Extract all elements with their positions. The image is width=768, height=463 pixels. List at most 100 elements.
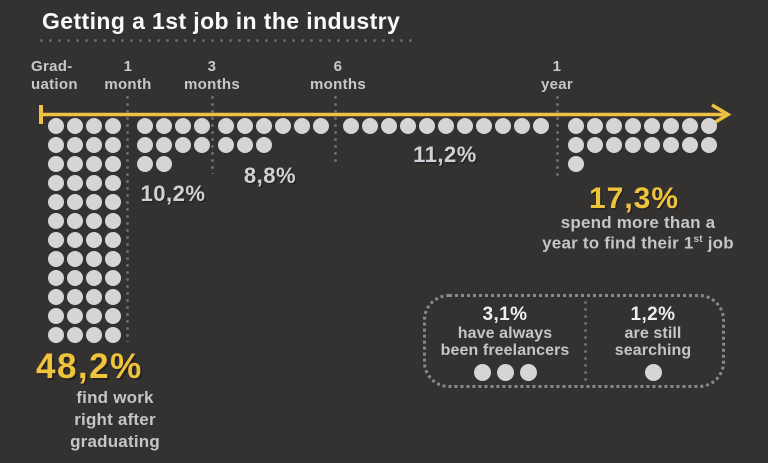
dot-row [48,327,121,343]
value-label-1-month: 10,2% [140,181,206,206]
dot-row [48,270,121,286]
tick-graduation: Grad- uation [31,58,101,94]
caption-graduation: find work right after graduating [39,387,191,453]
unit-dot [701,137,717,153]
unit-dot [67,232,83,248]
unit-dot [105,175,121,191]
unit-dot [67,251,83,267]
unit-dot [237,118,253,134]
unit-dot [644,364,662,381]
unit-dot [256,137,272,153]
unit-dot [105,118,121,134]
unit-dot [587,137,603,153]
dot-row [48,308,121,324]
dot-cluster-searching [644,364,662,381]
dot-cluster-3-months [218,118,329,153]
dot-row [137,137,210,153]
dot-row [48,156,121,172]
unit-dot [105,213,121,229]
unit-dot [48,270,64,286]
unit-dot [105,251,121,267]
unit-dot [86,156,102,172]
unit-dot [175,137,191,153]
value-label-freelancers: 3,1% [482,304,528,325]
unit-dot [86,213,102,229]
dot-row [343,118,549,134]
unit-dot [587,118,603,134]
dot-cluster-6-months [343,118,549,134]
unit-dot [86,308,102,324]
caption-text: job [702,233,734,253]
separator-6-months [334,96,337,164]
unit-dot [194,137,210,153]
tick-label-line: months [310,76,366,93]
separator-3-months [211,96,214,174]
unit-dot [568,137,584,153]
tick-label-line: 6 [333,58,343,75]
unit-dot [644,118,660,134]
caption-line: find work [76,388,154,407]
unit-dot [105,289,121,305]
unit-dot [568,156,584,172]
tick-label-line: 1 [123,58,133,75]
unit-dot [67,137,83,153]
caption-line: year to find their 1st job [510,231,766,252]
dot-row [48,232,121,248]
separator-1-year [556,96,559,176]
dot-row [137,118,210,134]
tick-label-line: year [540,76,574,93]
dot-cluster-1-month [137,118,210,172]
value-label-6-months: 11,2% [413,142,477,167]
unit-dot [438,118,454,134]
unit-dot [156,118,172,134]
unit-dot [514,118,530,134]
unit-dot [495,118,511,134]
caption-1-year: spend more than a year to find their 1st… [510,214,766,252]
unit-dot [67,175,83,191]
unit-dot [67,213,83,229]
tick-label-line: Grad- [31,58,73,75]
unit-dot [606,118,622,134]
unit-dot [137,118,153,134]
unit-dot [218,137,234,153]
unit-dot [682,118,698,134]
unit-dot [105,194,121,210]
unit-dot [105,137,121,153]
unit-dot [275,118,291,134]
unit-dot [48,308,64,324]
unit-dot [86,289,102,305]
caption-freelancers: have always been freelancers [441,325,570,359]
value-label-3-months: 8,8% [243,163,297,188]
unit-dot [86,327,102,343]
dot-row [137,156,210,172]
dot-row [48,118,121,134]
unit-dot [67,156,83,172]
caption-line: right after [74,410,156,429]
dot-row [48,251,121,267]
unit-dot [105,232,121,248]
caption-searching: are still searching [615,325,692,359]
tick-label-line: uation [31,76,78,93]
unit-dot [606,137,622,153]
unit-dot [48,137,64,153]
tick-label-line: 1 [552,58,562,75]
unit-dot [625,137,641,153]
dot-row [218,118,329,134]
unit-dot [701,118,717,134]
unit-dot [313,118,329,134]
caption-superscript: st [693,234,703,245]
dot-row [568,156,717,172]
tick-label-line: months [184,76,240,93]
tick-6-months: 6 months [308,58,368,94]
unit-dot [400,118,416,134]
unit-dot [48,232,64,248]
unit-dot [67,194,83,210]
unit-dot [682,137,698,153]
dot-row [568,118,717,134]
unit-dot [663,137,679,153]
value-label-1-year: 17,3% [588,182,680,215]
unit-dot [48,213,64,229]
tick-label-line: 3 [207,58,217,75]
unit-dot [86,251,102,267]
